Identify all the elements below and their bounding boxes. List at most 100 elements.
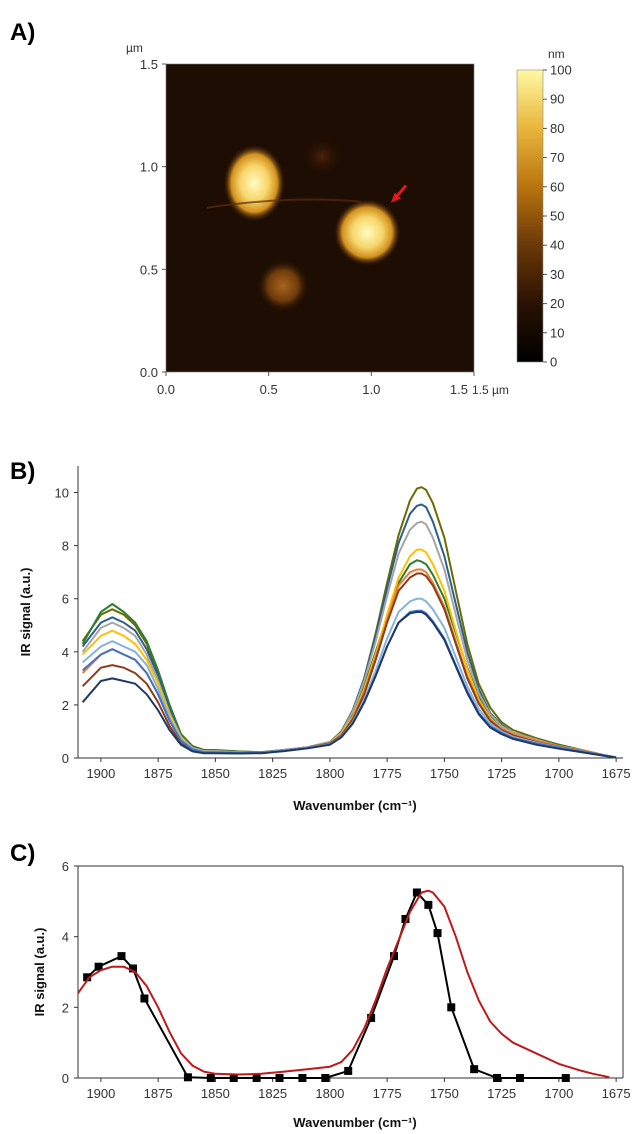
plot-b-ylabel: IR signal (a.u.) xyxy=(18,568,33,657)
afm-fiber xyxy=(206,198,362,209)
afm-feature-2 xyxy=(257,260,309,312)
y-tick-label: 2 xyxy=(62,698,69,713)
panel-c-label: C) xyxy=(10,840,35,867)
data-point xyxy=(83,973,92,982)
data-point xyxy=(493,1074,502,1082)
afm-feature-1 xyxy=(333,199,401,266)
colorbar-tick-label: 40 xyxy=(550,238,564,253)
data-point xyxy=(390,952,399,961)
colorbar-tick-label: 10 xyxy=(550,325,564,340)
x-tick-label: 1900 xyxy=(86,766,115,781)
y-tick-label: 0 xyxy=(62,751,69,766)
afm-ytick-label: 0.0 xyxy=(140,365,158,380)
x-tick-label: 1850 xyxy=(201,766,230,781)
y-tick-label: 8 xyxy=(62,539,69,554)
afm-xtick-label: 0.5 xyxy=(260,382,278,397)
red-arrow-head xyxy=(390,192,401,203)
plot-b: 1900 1875 1850 1825 1800 1775 1750 1725 1700 1675… xyxy=(55,466,631,781)
data-point xyxy=(229,1074,238,1082)
x-tick-label: 1700 xyxy=(544,766,573,781)
x-unit-label: 1.5 µm xyxy=(472,383,509,397)
colorbar-tick-label: 80 xyxy=(550,121,564,136)
data-point xyxy=(515,1074,524,1082)
colorbar-tick-label: 70 xyxy=(550,150,564,165)
afm-feature-3 xyxy=(301,135,343,177)
y-tick-label: 4 xyxy=(62,645,69,660)
data-point xyxy=(470,1065,479,1074)
x-tick-label: 1825 xyxy=(258,766,287,781)
x-tick-label: 1775 xyxy=(373,1086,402,1101)
x-tick-label: 1750 xyxy=(430,766,459,781)
data-point xyxy=(561,1074,570,1082)
plot-c-xlabel: Wavenumber (cm⁻¹) xyxy=(293,1115,416,1130)
plot-b-xlabel: Wavenumber (cm⁻¹) xyxy=(293,798,416,813)
colorbar-unit: nm xyxy=(548,47,565,61)
y-tick-label: 6 xyxy=(62,859,69,874)
x-tick-label: 1725 xyxy=(487,766,516,781)
data-point xyxy=(252,1074,261,1082)
series-line-0 xyxy=(86,891,566,1079)
data-point xyxy=(298,1074,307,1082)
x-tick-label: 1875 xyxy=(144,1086,173,1101)
afm-xtick-label: 0.0 xyxy=(157,382,175,397)
y-tick-label: 0 xyxy=(62,1071,69,1086)
x-tick-label: 1850 xyxy=(201,1086,230,1101)
series-line-6 xyxy=(81,572,617,759)
colorbar-tick-label: 60 xyxy=(550,179,564,194)
data-point xyxy=(367,1013,376,1022)
afm-xtick-label: 1.5 xyxy=(450,382,468,397)
y-unit-label: µm xyxy=(126,41,143,55)
data-point xyxy=(94,962,103,971)
panel-a-label: A) xyxy=(10,19,35,46)
plot-c: 1900 1875 1850 1825 1800 1775 1750 1725 1700 1675… xyxy=(62,859,631,1101)
y-tick-label: 10 xyxy=(55,486,69,501)
data-point xyxy=(128,964,137,973)
colorbar-tick-label: 30 xyxy=(550,267,564,282)
colorbar-tick-label: 20 xyxy=(550,296,564,311)
x-tick-label: 1750 xyxy=(430,1086,459,1101)
x-tick-label: 1675 xyxy=(602,766,631,781)
data-point xyxy=(183,1073,192,1082)
data-point xyxy=(412,888,421,897)
afm-axes: 0.0 0.5 1.0 1.5 0.0 0.5 1.0 1.5 xyxy=(140,57,475,397)
x-tick-label: 1900 xyxy=(86,1086,115,1101)
data-point xyxy=(321,1074,330,1082)
afm-feature-0 xyxy=(223,144,286,222)
colorbar-ticks: 0 10 20 30 40 50 60 70 80 90 100 xyxy=(543,63,572,370)
data-point xyxy=(117,952,126,961)
data-point xyxy=(275,1074,284,1082)
data-point xyxy=(433,929,442,938)
plot-c-ylabel: IR signal (a.u.) xyxy=(32,928,47,1017)
colorbar-tick-label: 0 xyxy=(550,355,557,370)
colorbar-tick-label: 90 xyxy=(550,92,564,107)
afm-ytick-label: 0.5 xyxy=(140,262,158,277)
data-point xyxy=(344,1066,353,1075)
data-point xyxy=(206,1074,215,1082)
colorbar xyxy=(516,69,544,363)
series-line-7 xyxy=(81,597,617,759)
afm-ytick-label: 1.0 xyxy=(140,160,158,175)
series-line-9 xyxy=(81,611,617,759)
panel-a: A) µm 0.0 0.5 1.0 1.5 0.0 0.5 1.0 1.5 1.5 µm nm… xyxy=(10,19,572,397)
x-tick-label: 1875 xyxy=(144,766,173,781)
red-arrow-annotation xyxy=(390,184,408,203)
x-tick-label: 1825 xyxy=(258,1086,287,1101)
y-tick-label: 6 xyxy=(62,592,69,607)
data-point xyxy=(140,994,149,1003)
series-line-5 xyxy=(81,568,617,759)
x-tick-label: 1700 xyxy=(544,1086,573,1101)
x-tick-label: 1725 xyxy=(487,1086,516,1101)
data-point xyxy=(447,1003,456,1012)
data-point xyxy=(401,915,410,923)
x-tick-label: 1800 xyxy=(315,766,344,781)
panel-c: C) 1900 1875 1850 1825 1800 1775 1750 1725 1700 1… xyxy=(10,840,631,1130)
x-tick-label: 1775 xyxy=(373,766,402,781)
panel-b-label: B) xyxy=(10,458,35,485)
afm-ytick-label: 1.5 xyxy=(140,57,158,72)
data-point xyxy=(424,900,433,909)
afm-image xyxy=(206,135,401,312)
y-tick-label: 4 xyxy=(62,930,69,945)
colorbar-tick-label: 100 xyxy=(550,63,572,78)
afm-frame xyxy=(165,63,475,373)
